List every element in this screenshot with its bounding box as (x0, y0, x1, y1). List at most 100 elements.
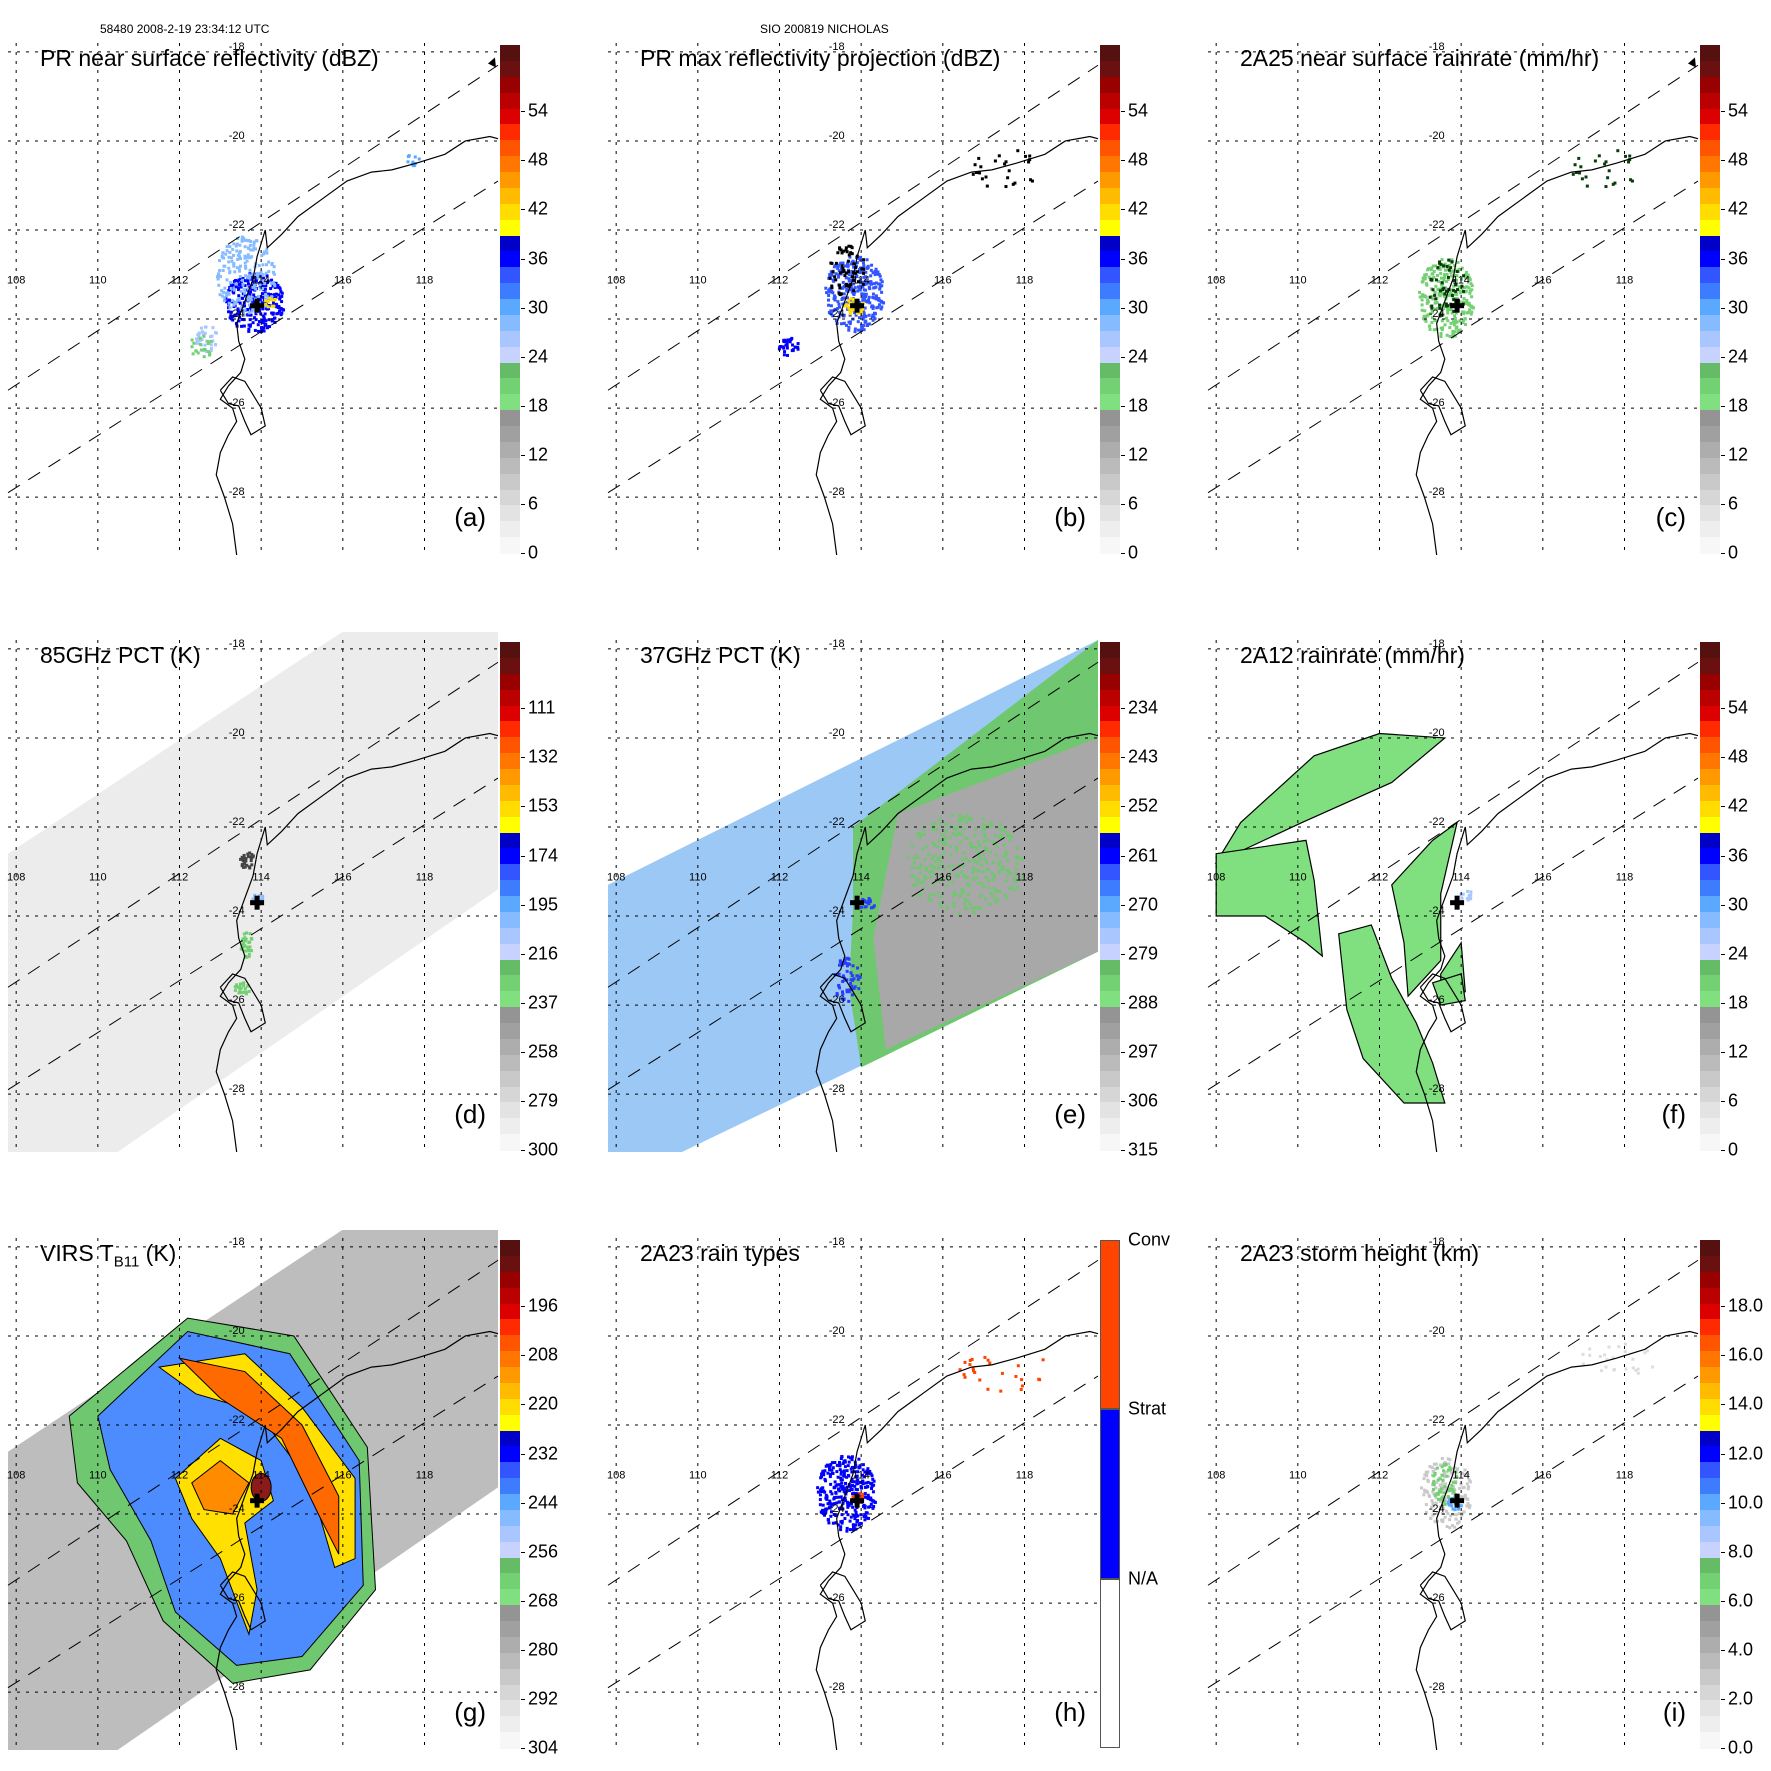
colorbar-segment (1100, 800, 1120, 818)
colorbar-tick (1121, 307, 1125, 309)
colorbar-segment (1700, 1255, 1720, 1273)
storm-center-cross-icon (850, 895, 865, 910)
colorbar-segment (1700, 1335, 1720, 1352)
colorbar-segment (500, 880, 520, 897)
colorbar-segment (500, 1351, 520, 1368)
colorbar-segment (1100, 832, 1120, 849)
map-canvas: 108 110 112 114 116 118-18-20-22-24-26-28 (607, 1236, 1100, 1750)
lat-tick-label: -26 (1429, 1592, 1445, 1604)
colorbar-tick (1721, 1355, 1725, 1357)
colorbar-segment (1100, 1007, 1120, 1024)
colorbar-segment (1700, 1414, 1720, 1431)
lon-tick-label: 108 (607, 1469, 625, 1481)
colorbar-tick (521, 111, 525, 113)
colorbar-tick (1121, 405, 1125, 407)
colorbar-tick (1721, 307, 1725, 309)
colorbar-segment (1700, 156, 1720, 173)
colorbar-tick (1121, 454, 1125, 456)
pr-swath-edge (607, 64, 1099, 391)
colorbar-tick (521, 1502, 525, 1504)
lat-tick-label: -18 (829, 1236, 845, 1248)
pr-swath-edge (1207, 777, 1699, 1091)
colorbar-tick (1721, 1649, 1725, 1651)
colorbar-tick (1121, 806, 1125, 808)
lon-tick-label: 114 (1452, 274, 1470, 286)
colorbar-segment (1700, 505, 1720, 522)
colorbar-segment (1700, 753, 1720, 770)
colorbar-tick (521, 454, 525, 456)
colorbar-tick (521, 1100, 525, 1102)
lat-tick-label: -20 (229, 727, 245, 739)
colorbar-label: 111 (528, 697, 556, 718)
colorbar-label: 261 (1128, 845, 1159, 865)
colorbar-segment (1100, 753, 1120, 770)
colorbar-tick (1721, 454, 1725, 456)
colorbar-label: 48 (1728, 746, 1749, 767)
pr-echo-core (824, 255, 886, 334)
coastline (1415, 1330, 1699, 1750)
colorbar-label: 24 (1728, 346, 1749, 367)
lat-tick-label: -28 (829, 1083, 845, 1095)
colorbar-label: 279 (1128, 943, 1159, 964)
colorbar-segment (1700, 394, 1720, 411)
lat-tick-label: -18 (1429, 1236, 1445, 1248)
rain-echo-outline (1571, 149, 1634, 189)
colorbar-segment (500, 848, 520, 865)
colorbar-label: 153 (528, 795, 559, 816)
colorbar-tick (521, 1306, 525, 1308)
colorbar-segment (500, 816, 520, 833)
colorbar-label: 14.0 (1728, 1393, 1764, 1414)
colorbar-label: Conv (1128, 1229, 1171, 1250)
colorbar-segment (1700, 1700, 1720, 1717)
colorbar-segment (500, 394, 520, 411)
colorbar-segment (1700, 689, 1720, 706)
map-canvas: 108 110 112 114 116 118-18-20-22-24-26-28 (7, 41, 500, 555)
colorbar-tick (1121, 356, 1125, 358)
colorbar-label: 315 (1128, 1139, 1159, 1160)
colorbar-segment (1700, 457, 1720, 475)
colorbar-segment (500, 1255, 520, 1273)
lat-tick-label: -26 (1429, 994, 1445, 1006)
colorbar-tick (1721, 1600, 1725, 1602)
colorbar-segment (1700, 60, 1720, 78)
map-canvas: 108 110 112 114 116 118-18-20-22-24-26-28 (1207, 638, 1700, 1152)
colorbar-segment (500, 1557, 520, 1574)
colorbar: Conv Strat N/A (1100, 1230, 1170, 1748)
colorbar-segment (1700, 346, 1720, 363)
colorbar-tick (521, 855, 525, 857)
panel-title: 2A23 rain types (640, 1240, 800, 1266)
lat-tick-label: -28 (229, 1083, 245, 1095)
warm-pct-patch (906, 813, 1026, 915)
colorbar-segment (1700, 362, 1720, 379)
colorbar-segment (1700, 1668, 1720, 1685)
lon-tick-label: 118 (416, 274, 434, 286)
colorbar-segment (1700, 1134, 1720, 1151)
colorbar-segment (1100, 441, 1120, 459)
colorbar-tick (521, 1453, 525, 1455)
colorbar-tick (521, 1404, 525, 1406)
lat-tick-label: -18 (829, 638, 845, 650)
colorbar-segment (1700, 1541, 1720, 1558)
tmi-rain-area (1215, 839, 1324, 958)
colorbar-segment (500, 1605, 520, 1622)
colorbar-segment (500, 1462, 520, 1479)
lon-tick-label: 114 (852, 1469, 870, 1481)
colorbar-segment (1700, 219, 1720, 236)
cold-pct-area (239, 931, 254, 959)
colorbar-segment (1700, 299, 1720, 316)
colorbar-segment (1700, 1732, 1720, 1749)
lat-tick-label: -20 (229, 1325, 245, 1337)
colorbar-segment (1700, 784, 1720, 802)
colorbar-segment (1700, 1494, 1720, 1511)
map-panel-h: 108 110 112 114 116 118 -18 -20 -22 -24 -26 -28 2A23… (600, 1230, 1170, 1750)
colorbar-segment (1100, 1023, 1120, 1040)
lon-tick-label: 110 (89, 871, 107, 883)
colorbar-segment (500, 489, 520, 506)
colorbar-segment (500, 1287, 520, 1304)
colorbar-segment (500, 314, 520, 332)
panel-letter: (i) (1662, 1697, 1686, 1727)
colorbar-tick (1121, 757, 1125, 759)
lat-tick-label: -22 (229, 816, 245, 828)
coastline (215, 732, 499, 1152)
colorbar-segment (500, 1367, 520, 1384)
